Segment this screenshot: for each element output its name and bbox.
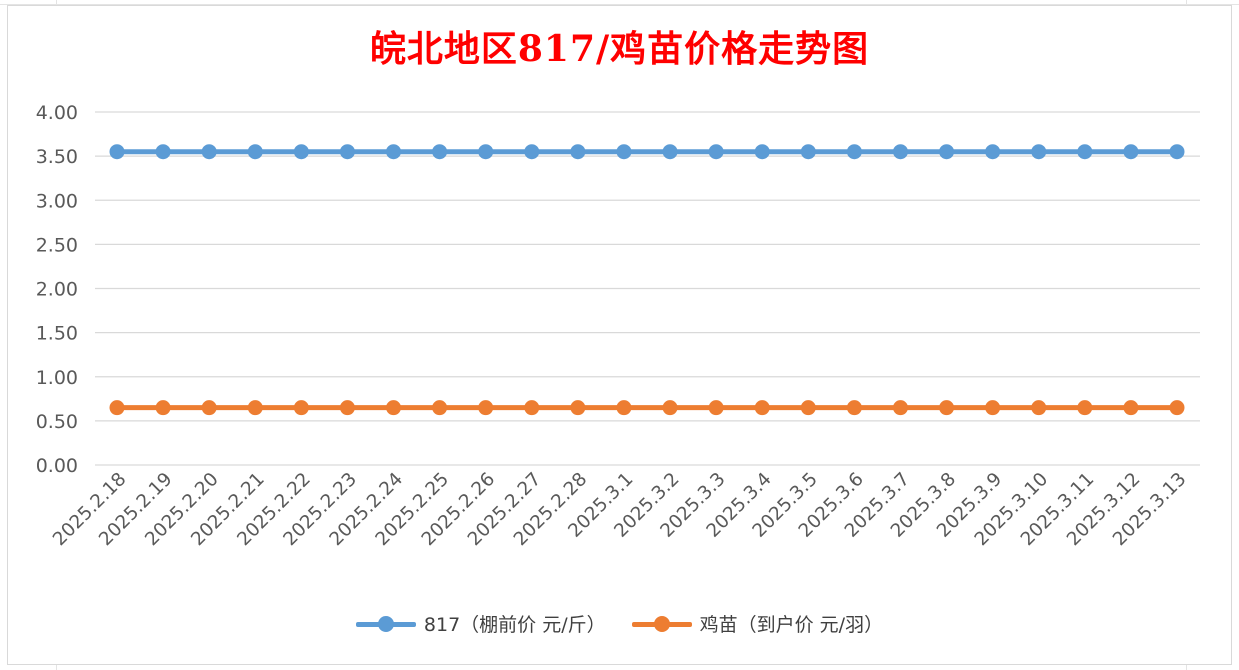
sheet-gridline (0, 4, 1239, 5)
data-point-series-1 (155, 400, 171, 416)
legend: 817（棚前价 元/斤） 鸡苗（到户价 元/羽） (0, 610, 1239, 637)
data-point-series-0 (386, 144, 402, 160)
y-tick-label: 1.00 (36, 367, 78, 389)
data-point-series-0 (985, 144, 1001, 160)
data-point-series-1 (201, 400, 217, 416)
data-point-series-0 (846, 144, 862, 160)
data-point-series-1 (524, 400, 540, 416)
data-point-series-0 (939, 144, 955, 160)
data-point-series-1 (432, 400, 448, 416)
data-point-series-0 (570, 144, 586, 160)
data-point-series-0 (432, 144, 448, 160)
y-tick-label: 0.50 (36, 411, 78, 433)
data-point-series-1 (662, 400, 678, 416)
data-point-series-0 (109, 144, 125, 160)
data-point-series-0 (1169, 144, 1185, 160)
chart-title: 皖北地区817/鸡苗价格走势图 (369, 28, 870, 70)
data-point-series-0 (800, 144, 816, 160)
legend-swatch-series-1 (631, 614, 692, 634)
data-point-series-1 (846, 400, 862, 416)
y-tick-label: 4.00 (36, 102, 78, 124)
legend-swatch-series-0 (355, 614, 416, 634)
data-point-series-1 (1169, 400, 1185, 416)
data-point-series-0 (339, 144, 355, 160)
legend-label-series-1: 鸡苗（到户价 元/羽） (699, 614, 884, 636)
data-point-series-0 (1077, 144, 1093, 160)
y-tick-label: 2.50 (36, 234, 78, 256)
data-point-series-0 (1123, 144, 1139, 160)
data-point-series-1 (293, 400, 309, 416)
data-point-series-1 (247, 400, 263, 416)
data-point-series-1 (570, 400, 586, 416)
data-point-series-0 (616, 144, 632, 160)
legend-item-series-0: 817（棚前价 元/斤） (355, 610, 606, 637)
data-point-series-1 (800, 400, 816, 416)
legend-item-series-1: 鸡苗（到户价 元/羽） (631, 610, 884, 637)
data-point-series-0 (754, 144, 770, 160)
y-tick-label: 3.50 (36, 146, 78, 168)
data-point-series-1 (892, 400, 908, 416)
data-point-series-0 (201, 144, 217, 160)
data-point-series-1 (109, 400, 125, 416)
data-point-series-1 (708, 400, 724, 416)
chart-area[interactable] (7, 5, 1232, 665)
data-point-series-1 (1123, 400, 1139, 416)
data-point-series-1 (339, 400, 355, 416)
data-point-series-0 (155, 144, 171, 160)
y-tick-label: 3.00 (36, 190, 78, 212)
data-point-series-1 (616, 400, 632, 416)
y-tick-label: 2.00 (36, 279, 78, 301)
data-point-series-0 (524, 144, 540, 160)
data-point-series-1 (754, 400, 770, 416)
data-point-series-1 (1077, 400, 1093, 416)
y-tick-label: 0.00 (36, 455, 78, 477)
data-point-series-0 (478, 144, 494, 160)
data-point-series-0 (293, 144, 309, 160)
data-point-series-1 (985, 400, 1001, 416)
data-point-series-0 (1031, 144, 1047, 160)
data-point-series-0 (247, 144, 263, 160)
data-point-series-1 (478, 400, 494, 416)
data-point-series-1 (386, 400, 402, 416)
data-point-series-1 (1031, 400, 1047, 416)
legend-label-series-0: 817（棚前价 元/斤） (423, 614, 606, 636)
data-point-series-0 (892, 144, 908, 160)
data-point-series-0 (662, 144, 678, 160)
data-point-series-0 (708, 144, 724, 160)
y-tick-label: 1.50 (36, 323, 78, 345)
data-point-series-1 (939, 400, 955, 416)
